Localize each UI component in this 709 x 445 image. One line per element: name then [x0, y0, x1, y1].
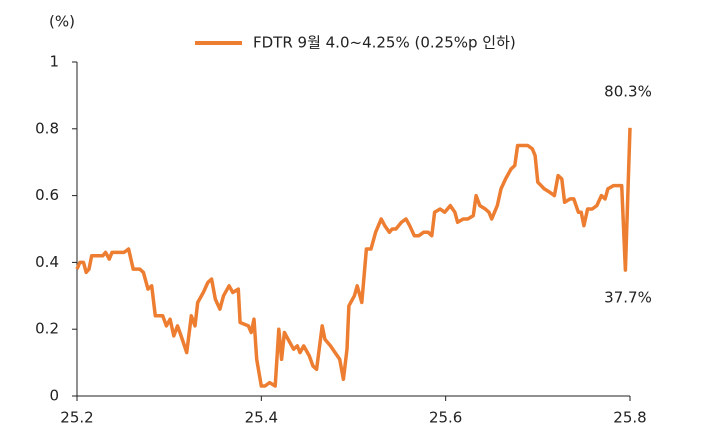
y-tick-label: 0.4 — [35, 253, 59, 271]
annotation: 80.3% — [604, 83, 652, 101]
y-tick-label: 0.2 — [35, 320, 59, 338]
annotation: 37.7% — [604, 289, 652, 307]
y-axis-label: (%) — [49, 13, 75, 31]
x-tick-label: 25.2 — [60, 409, 93, 427]
y-tick-label: 0 — [49, 387, 59, 405]
x-tick-label: 25.6 — [429, 409, 462, 427]
x-tick-label: 25.4 — [245, 409, 278, 427]
y-tick-label: 1 — [49, 53, 59, 71]
legend-label: FDTR 9월 4.0~4.25% (0.25%p 인하) — [253, 34, 516, 52]
y-tick-label: 0.8 — [35, 119, 59, 137]
x-tick-label: 25.8 — [613, 409, 646, 427]
series-line — [75, 127, 632, 388]
y-tick-label: 0.6 — [35, 186, 59, 204]
